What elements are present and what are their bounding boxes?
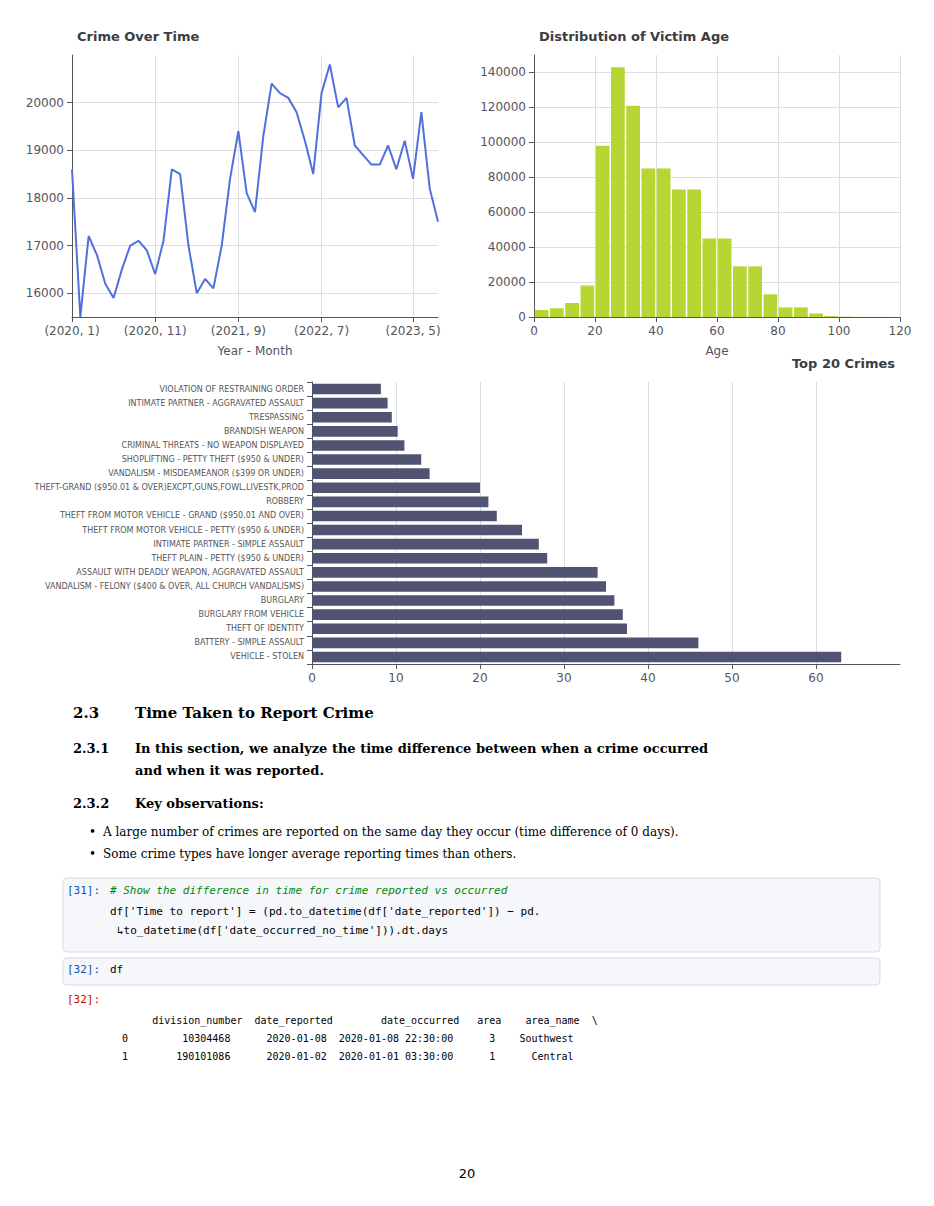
svg-text:and when it was reported.: and when it was reported. xyxy=(135,763,324,778)
svg-text:CRIMINAL THREATS - NO WEAPON D: CRIMINAL THREATS - NO WEAPON DISPLAYED xyxy=(122,441,304,450)
svg-text:•: • xyxy=(89,847,96,861)
svg-text:df: df xyxy=(110,963,123,976)
svg-text:16000: 16000 xyxy=(26,286,64,300)
svg-text:20: 20 xyxy=(459,1166,476,1181)
svg-text:division_number date_reported: division_number date_reported date_occur… xyxy=(110,1015,598,1027)
svg-text:20: 20 xyxy=(587,324,602,338)
svg-text:120: 120 xyxy=(889,324,912,338)
svg-text:Distribution of Victim Age: Distribution of Victim Age xyxy=(539,29,729,44)
svg-text:60: 60 xyxy=(808,671,823,685)
svg-text:20000: 20000 xyxy=(26,96,64,110)
svg-text:INTIMATE PARTNER - SIMPLE ASSA: INTIMATE PARTNER - SIMPLE ASSAULT xyxy=(153,540,304,549)
svg-text:VEHICLE - STOLEN: VEHICLE - STOLEN xyxy=(230,652,304,661)
svg-text:BRANDISH WEAPON: BRANDISH WEAPON xyxy=(224,427,304,436)
svg-text:•: • xyxy=(89,825,96,839)
svg-text:20000: 20000 xyxy=(488,275,526,289)
svg-text:df['Time to report'] = (pd.to_: df['Time to report'] = (pd.to_datetime(d… xyxy=(110,905,540,918)
svg-text:Key observations:: Key observations: xyxy=(135,796,264,811)
svg-text:Some crime types have longer a: Some crime types have longer average rep… xyxy=(103,847,516,861)
svg-text:(2021, 9): (2021, 9) xyxy=(211,324,266,338)
svg-text:VANDALISM - FELONY ($400 & OVE: VANDALISM - FELONY ($400 & OVER, ALL CHU… xyxy=(45,582,304,591)
svg-text:100: 100 xyxy=(828,324,851,338)
svg-text:2.3.2: 2.3.2 xyxy=(73,796,109,811)
svg-text:(2020, 11): (2020, 11) xyxy=(124,324,187,338)
svg-text:↳to_datetime(df['date_occurred: ↳to_datetime(df['date_occurred_no_time']… xyxy=(117,924,448,937)
svg-text:BURGLARY: BURGLARY xyxy=(261,596,304,605)
svg-text:SHOPLIFTING - PETTY THEFT ($95: SHOPLIFTING - PETTY THEFT ($950 & UNDER) xyxy=(122,455,304,464)
svg-text:40: 40 xyxy=(648,324,663,338)
svg-text:80: 80 xyxy=(770,324,785,338)
svg-text:80000: 80000 xyxy=(488,170,526,184)
svg-text:0: 0 xyxy=(530,324,538,338)
svg-text:# Show the difference in time: # Show the difference in time for crime … xyxy=(109,884,508,897)
svg-text:Year - Month: Year - Month xyxy=(217,344,293,358)
svg-text:60000: 60000 xyxy=(488,205,526,219)
svg-text:Crime Over Time: Crime Over Time xyxy=(77,29,199,44)
svg-text:THEFT OF IDENTITY: THEFT OF IDENTITY xyxy=(225,624,304,633)
svg-text:Time Taken to Report Crime: Time Taken to Report Crime xyxy=(135,704,374,722)
svg-text:In this section, we analyze th: In this section, we analyze the time dif… xyxy=(135,741,708,756)
svg-text:THEFT FROM MOTOR VEHICLE - PET: THEFT FROM MOTOR VEHICLE - PETTY ($950 &… xyxy=(81,526,304,535)
svg-text:17000: 17000 xyxy=(26,239,64,253)
svg-text:BATTERY - SIMPLE ASSAULT: BATTERY - SIMPLE ASSAULT xyxy=(195,638,305,647)
svg-text:60: 60 xyxy=(709,324,724,338)
svg-text:BURGLARY FROM VEHICLE: BURGLARY FROM VEHICLE xyxy=(198,610,304,619)
svg-text:40: 40 xyxy=(640,671,655,685)
svg-text:19000: 19000 xyxy=(26,143,64,157)
svg-text:(2022, 7): (2022, 7) xyxy=(294,324,349,338)
svg-text:Top 20 Crimes: Top 20 Crimes xyxy=(792,356,895,371)
svg-text:(2020, 1): (2020, 1) xyxy=(44,324,99,338)
svg-text:[32]:: [32]: xyxy=(67,993,100,1006)
svg-text:10: 10 xyxy=(388,671,403,685)
svg-text:Age: Age xyxy=(705,344,728,358)
svg-text:140000: 140000 xyxy=(480,65,526,79)
svg-text:THEFT FROM MOTOR VEHICLE - GRA: THEFT FROM MOTOR VEHICLE - GRAND ($950.0… xyxy=(59,511,304,520)
svg-text:40000: 40000 xyxy=(488,240,526,254)
svg-text:18000: 18000 xyxy=(26,191,64,205)
svg-text:30: 30 xyxy=(556,671,571,685)
svg-text:[32]:: [32]: xyxy=(67,963,100,976)
svg-text:100000: 100000 xyxy=(480,135,526,149)
svg-text:1 190101086 2020-0: 1 190101086 2020-01-02 2020-01-01 03:30:… xyxy=(110,1051,574,1062)
svg-text:2.3.1: 2.3.1 xyxy=(73,741,109,756)
svg-text:ASSAULT WITH DEADLY WEAPON, AG: ASSAULT WITH DEADLY WEAPON, AGGRAVATED A… xyxy=(76,568,304,577)
svg-text:2.3: 2.3 xyxy=(73,704,99,722)
svg-text:0 10304468 2020-0: 0 10304468 2020-01-08 2020-01-08 22:30:0… xyxy=(110,1033,574,1044)
svg-text:50: 50 xyxy=(724,671,739,685)
svg-text:A large number of crimes are r: A large number of crimes are reported on… xyxy=(102,825,679,839)
svg-text:VIOLATION OF RESTRAINING ORDER: VIOLATION OF RESTRAINING ORDER xyxy=(160,385,305,394)
svg-text:THEFT PLAIN - PETTY ($950 & UN: THEFT PLAIN - PETTY ($950 & UNDER) xyxy=(150,554,304,563)
svg-text:0: 0 xyxy=(308,671,316,685)
svg-text:TRESPASSING: TRESPASSING xyxy=(248,413,304,422)
svg-text:20: 20 xyxy=(472,671,487,685)
svg-text:(2023, 5): (2023, 5) xyxy=(385,324,440,338)
svg-text:THEFT-GRAND ($950.01 & OVER)EX: THEFT-GRAND ($950.01 & OVER)EXCPT,GUNS,F… xyxy=(34,483,304,492)
svg-text:ROBBERY: ROBBERY xyxy=(266,497,304,506)
svg-text:120000: 120000 xyxy=(480,100,526,114)
svg-text:[31]:: [31]: xyxy=(67,884,100,897)
svg-text:INTIMATE PARTNER - AGGRAVATED: INTIMATE PARTNER - AGGRAVATED ASSAULT xyxy=(128,399,304,408)
svg-text:0: 0 xyxy=(518,310,526,324)
svg-text:VANDALISM - MISDEAMEANOR ($399: VANDALISM - MISDEAMEANOR ($399 OR UNDER) xyxy=(108,469,304,478)
